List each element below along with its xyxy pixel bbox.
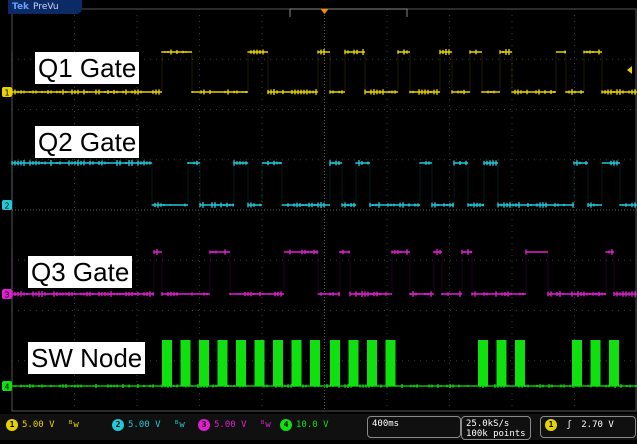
mode-label: PreVu: [33, 2, 59, 12]
q2-gate-trace-edges: [11, 163, 621, 205]
sw-node-pulse: [330, 340, 340, 386]
bandwidth-limit-icon: ᴮw: [259, 420, 271, 430]
trigger-readout[interactable]: 1 ʃ 2.70 V: [540, 416, 636, 438]
ch2-scale-readout[interactable]: 2 5.00 V ᴮw: [112, 418, 185, 432]
ch3-scale-readout[interactable]: 3 5.00 V ᴮw: [198, 418, 271, 432]
acquisition-mode-badge: Tek PreVu: [8, 0, 82, 14]
channel-3-marker-label: 3: [4, 291, 9, 300]
sw-node-pulse: [515, 340, 525, 386]
timebase-readout[interactable]: 400ms: [367, 416, 461, 438]
q3-gate-trace-edges: [11, 252, 615, 294]
ch1-badge: 1: [6, 419, 18, 431]
trigger-level-marker[interactable]: [627, 66, 632, 74]
channel-4-marker-label: 4: [4, 383, 9, 392]
sw-node-pulse: [273, 340, 283, 386]
graticule: [11, 8, 637, 412]
channel-1-marker-label: 1: [4, 89, 9, 98]
waveform-traces: [11, 49, 637, 388]
ch2-scale: 5.00 V: [128, 420, 161, 430]
ch3-badge: 3: [198, 419, 210, 431]
q3-gate-label: Q3 Gate: [28, 256, 133, 288]
timebase-value: 400ms: [372, 419, 400, 429]
record-view-bracket: [289, 8, 408, 17]
channel-1-ground-marker[interactable]: [2, 87, 12, 97]
sw-node-pulse: [310, 340, 320, 386]
sw-node-pulse: [348, 340, 359, 386]
trigger-source-badge: 1: [545, 419, 557, 431]
ch1-scale: 5.00 V: [22, 420, 55, 430]
channel-4-ground-marker[interactable]: [2, 381, 12, 391]
sw-node-pulse: [478, 340, 488, 386]
sw-node-pulse: [180, 340, 191, 386]
sw-node-pulse: [217, 340, 228, 386]
sw-node-pulse: [496, 340, 507, 386]
sw-node-pulse: [254, 340, 265, 386]
q2-gate-trace: [11, 160, 637, 208]
rising-edge-icon: ʃ: [566, 420, 572, 430]
ch3-scale: 5.00 V: [214, 420, 247, 430]
channel-2-ground-marker[interactable]: [2, 200, 12, 210]
sample-rate: 25.0kS/s: [466, 419, 510, 429]
sw-node-label: SW Node: [28, 342, 146, 374]
bandwidth-limit-icon: ᴮw: [173, 420, 185, 430]
sw-node-pulse: [572, 340, 582, 386]
sw-node-pulse: [367, 340, 377, 386]
bandwidth-limit-icon: ᴮw: [67, 420, 79, 430]
sw-node-pulse: [236, 340, 246, 386]
ch2-badge: 2: [112, 419, 124, 431]
channel-3-ground-marker[interactable]: [2, 289, 12, 299]
sample-rate-readout[interactable]: 25.0kS/s 100k points: [461, 416, 531, 440]
sw-node-pulse: [385, 340, 396, 386]
ch4-scale-readout[interactable]: 4 10.0 V: [280, 418, 329, 432]
channel-markers: 1 2 3 4: [2, 9, 632, 392]
sw-node-pulse: [590, 340, 601, 386]
q1-gate-trace: [11, 49, 637, 95]
sw-node-pulse: [162, 340, 172, 386]
q1-gate-trace-edges: [11, 52, 603, 92]
channel-2-marker-label: 2: [4, 202, 9, 211]
q2-gate-label: Q2 Gate: [35, 126, 140, 158]
brand-logo: Tek: [12, 2, 30, 12]
sw-node-pulse: [199, 340, 209, 386]
q3-gate-trace: [11, 249, 637, 297]
trigger-level: 2.70 V: [581, 420, 614, 430]
trigger-position-marker[interactable]: [320, 9, 329, 14]
q1-gate-label: Q1 Gate: [35, 52, 140, 84]
ch4-badge: 4: [280, 419, 292, 431]
ch4-scale: 10.0 V: [296, 420, 329, 430]
ch1-scale-readout[interactable]: 1 5.00 V ᴮw: [6, 418, 79, 432]
sw-node-pulse: [291, 340, 302, 386]
sw-node-pulse: [609, 340, 619, 386]
record-length: 100k points: [466, 429, 526, 439]
